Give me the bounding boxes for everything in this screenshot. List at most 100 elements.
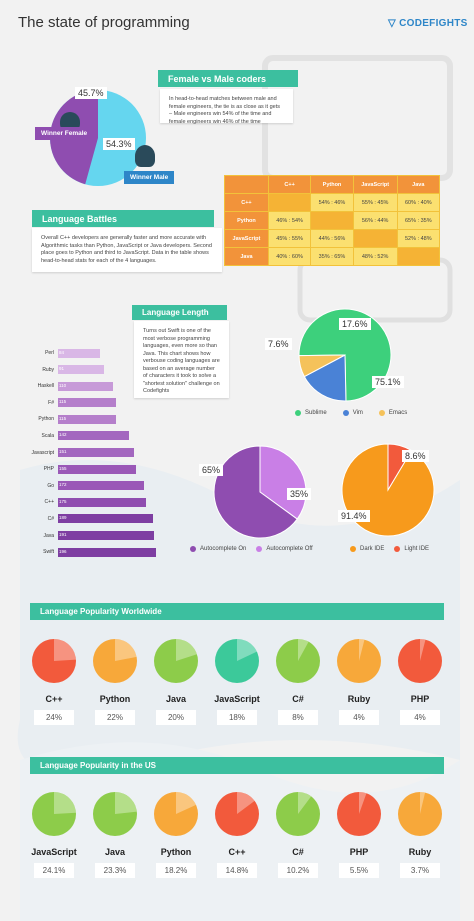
legend-light-ide: Light IDE	[394, 546, 429, 552]
legend-emacs: Emacs	[378, 410, 407, 416]
popularity-percent: 8%	[278, 710, 318, 725]
popularity-pie	[398, 639, 442, 683]
popularity-percent: 14.8%	[217, 863, 257, 878]
popularity-language: C#	[292, 847, 304, 857]
length-bar-row: Ruby 91	[30, 363, 156, 377]
length-bar: 110	[58, 381, 113, 391]
battles-cell: 40% : 60%	[267, 247, 312, 266]
length-bar-label: Java	[43, 532, 54, 539]
popularity-pie	[154, 639, 198, 683]
battles-cell: 45% : 55%	[267, 229, 312, 248]
popularity-percent: 10.2%	[278, 863, 318, 878]
length-bar-value: 115	[59, 415, 67, 421]
length-description: Turns out Swift is one of the most verbo…	[134, 321, 229, 398]
battles-cell: 65% : 35%	[396, 211, 441, 230]
popularity-item: PHP 4%	[390, 637, 450, 725]
popularity-percent: 5.5%	[339, 863, 379, 878]
legend-autocomplete-off: Autocomplete Off	[256, 546, 313, 552]
battles-cell	[267, 193, 312, 212]
length-bar-label: Scala	[41, 432, 54, 439]
emacs-percent: 7.6%	[265, 338, 292, 350]
popularity-item: Ruby 4%	[329, 637, 389, 725]
battles-cell: 55% : 45%	[352, 193, 398, 212]
battles-col-header: Python	[310, 175, 354, 194]
vim-percent: 17.6%	[339, 318, 371, 330]
popularity-pie	[337, 792, 381, 836]
popularity-item: Java 20%	[146, 637, 206, 725]
popularity-percent: 24%	[34, 710, 74, 725]
length-bar-label: Javascript	[31, 449, 54, 456]
popularity-pie-share	[54, 639, 76, 661]
length-bar-value: 172	[59, 482, 67, 488]
popularity-language: C++	[228, 847, 246, 857]
length-bar-label: PHP	[43, 466, 54, 473]
popularity-percent: 4%	[339, 710, 379, 725]
popularity-pie-base	[398, 639, 442, 683]
dark-ide-percent: 91.4%	[338, 510, 370, 522]
length-bar-label: Python	[38, 416, 54, 423]
worldwide-heading: Language Popularity Worldwide	[30, 603, 444, 620]
battles-cell	[352, 229, 398, 248]
male-percent: 54.3%	[103, 138, 135, 150]
popularity-pie-share	[237, 792, 255, 814]
popularity-item: PHP 5.5%	[329, 790, 389, 878]
popularity-pie-share	[115, 639, 137, 661]
gender-heading: Female vs Male coders	[158, 70, 298, 87]
battles-col-header: JavaScript	[352, 175, 398, 194]
vim-slice	[303, 354, 347, 402]
length-bar: 191	[58, 531, 154, 541]
popularity-pie-base	[276, 639, 320, 683]
popularity-item: C# 10.2%	[268, 790, 328, 878]
popularity-percent: 23.3%	[95, 863, 135, 878]
popularity-percent: 3.7%	[400, 863, 440, 878]
popularity-pie-base	[276, 792, 320, 836]
legend-dark-ide: Dark IDE	[350, 546, 384, 552]
popularity-pie-share	[115, 792, 137, 814]
popularity-pie	[32, 792, 76, 836]
popularity-language: C#	[292, 694, 304, 704]
length-heading: Language Length	[132, 305, 227, 320]
popularity-pie-share	[359, 639, 365, 661]
battles-cell: 52% : 48%	[396, 229, 441, 248]
battles-cell: 54% : 46%	[310, 193, 354, 212]
battles-cell: 46% : 54%	[267, 211, 312, 230]
popularity-item: Java 23.3%	[85, 790, 145, 878]
length-bar: 155	[58, 464, 136, 474]
popularity-pie-share	[176, 639, 197, 661]
popularity-pie-share	[298, 639, 309, 661]
battles-cell: 44% : 56%	[310, 229, 354, 248]
popularity-pie	[93, 792, 137, 836]
battles-cell	[310, 211, 354, 230]
length-bar: 175	[58, 497, 146, 507]
battles-row: Java 40% : 60% 35% : 65% 48% : 52%	[224, 247, 441, 266]
popularity-percent: 24.1%	[34, 863, 74, 878]
length-bar-label: Perl	[45, 350, 54, 356]
length-bar-row: F# 115	[30, 396, 156, 410]
length-bar: 84	[58, 348, 100, 358]
autocomplete-pie-chart	[213, 445, 307, 539]
editor-legend: Sublime Vim Emacs	[295, 410, 407, 416]
popularity-pie-share	[420, 792, 426, 814]
length-bar-value: 191	[59, 532, 67, 538]
length-bar-value: 110	[59, 382, 67, 388]
popularity-percent: 18.2%	[156, 863, 196, 878]
battles-col-header: C++	[267, 175, 312, 194]
brand-logo: ▽ CODEFIGHTS	[388, 18, 468, 29]
popularity-pie-base	[215, 792, 259, 836]
popularity-language: Ruby	[347, 694, 371, 704]
battles-row-header: JavaScript	[224, 229, 269, 248]
length-bar-value: 175	[59, 498, 67, 504]
popularity-language: Python	[99, 694, 131, 704]
popularity-pie	[398, 792, 442, 836]
autocomplete-legend: Autocomplete On Autocomplete Off	[190, 546, 313, 552]
popularity-item: Ruby 3.7%	[390, 790, 450, 878]
battles-row: Python 46% : 54% 56% : 44% 65% : 35%	[224, 211, 441, 230]
battles-row-header: C++	[224, 193, 269, 212]
popularity-pie-share	[420, 639, 426, 661]
length-bar-value: 189	[59, 515, 67, 521]
autocomplete-on-slice	[213, 445, 298, 539]
length-bar: 115	[58, 398, 116, 408]
popularity-pie-share	[237, 639, 257, 661]
battles-cell: 60% : 40%	[396, 193, 441, 212]
